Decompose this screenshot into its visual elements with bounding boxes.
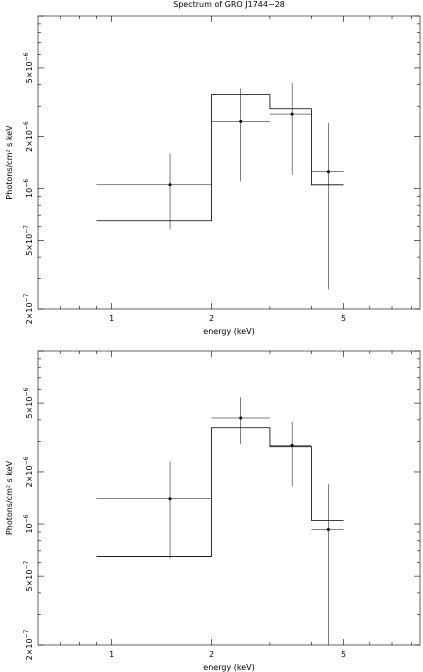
y-tick-mantissa: 5×10 [25,570,34,592]
data-point-group [211,88,270,182]
y-tick-label: 2×10−7 [23,629,34,660]
y-tick-exponent: −7 [23,629,30,638]
y-tick-label: 2×10−6 [23,456,34,487]
plot-frame [37,15,421,310]
y-tick-mantissa: 5×10 [25,397,34,419]
y-tick-mantissa: 10 [25,523,34,533]
y-tick-exponent: −6 [23,52,30,61]
data-point [290,112,294,116]
y-tick-mantissa: 2×10 [25,302,34,324]
x-axis-label: energy (keV) [203,663,254,672]
y-tick-label: 5×10−7 [23,225,34,256]
y-tick-label: 2×10−7 [23,293,34,324]
x-tick-label: 5 [341,314,346,323]
y-tick-label: 5×10−6 [23,52,34,83]
y-axis-label: Photons/cm² s keV [5,460,14,535]
y-axis-label: Photons/cm² s keV [5,125,14,200]
y-tick-exponent: −7 [23,293,30,302]
x-tick-label: 2 [209,650,214,659]
model-step-line [96,94,344,222]
y-tick-label: 10−6 [23,179,34,198]
y-tick-label: 5×10−6 [23,388,34,419]
data-point-group [269,82,312,175]
data-point [326,527,330,531]
y-tick-exponent: −7 [23,561,30,570]
y-tick-exponent: −6 [23,121,30,130]
y-tick-mantissa: 5×10 [25,234,34,256]
y-tick-exponent: −6 [23,514,30,523]
data-point [326,170,330,174]
chart-title: Spectrum of GRO J1744−28 [173,0,285,9]
model-step-line [96,427,344,557]
data-point [239,119,243,123]
data-point [168,497,172,501]
x-tick-label: 2 [209,314,214,323]
data-point-group [311,122,344,290]
upper-spectrum-chart: Spectrum of GRO J1744−281 2 52×10−75×10−71… [5,0,421,336]
x-tick-label: 1 [109,314,114,323]
plot-frame [37,350,421,646]
y-tick-label: 10−6 [23,514,34,533]
y-tick-label: 5×10−7 [23,561,34,592]
y-tick-label: 2×10−6 [23,121,34,152]
data-point-group [269,421,312,487]
data-point-group [211,397,270,445]
data-point [290,443,294,447]
x-tick-label: 1 [109,650,114,659]
y-tick-mantissa: 2×10 [25,465,34,487]
data-point [168,183,172,187]
data-point-group [96,153,212,230]
data-point [239,416,243,420]
y-tick-exponent: −7 [23,225,30,234]
data-point-group [96,461,212,559]
x-axis-label: energy (keV) [203,327,254,336]
data-point-group [311,484,344,645]
x-tick-label: 5 [341,650,346,659]
y-tick-mantissa: 2×10 [25,130,34,152]
y-tick-exponent: −6 [23,456,30,465]
y-tick-mantissa: 2×10 [25,638,34,660]
y-tick-exponent: −6 [23,388,30,397]
y-tick-mantissa: 10 [25,188,34,198]
y-tick-mantissa: 5×10 [25,61,34,83]
y-tick-exponent: −6 [23,179,30,188]
